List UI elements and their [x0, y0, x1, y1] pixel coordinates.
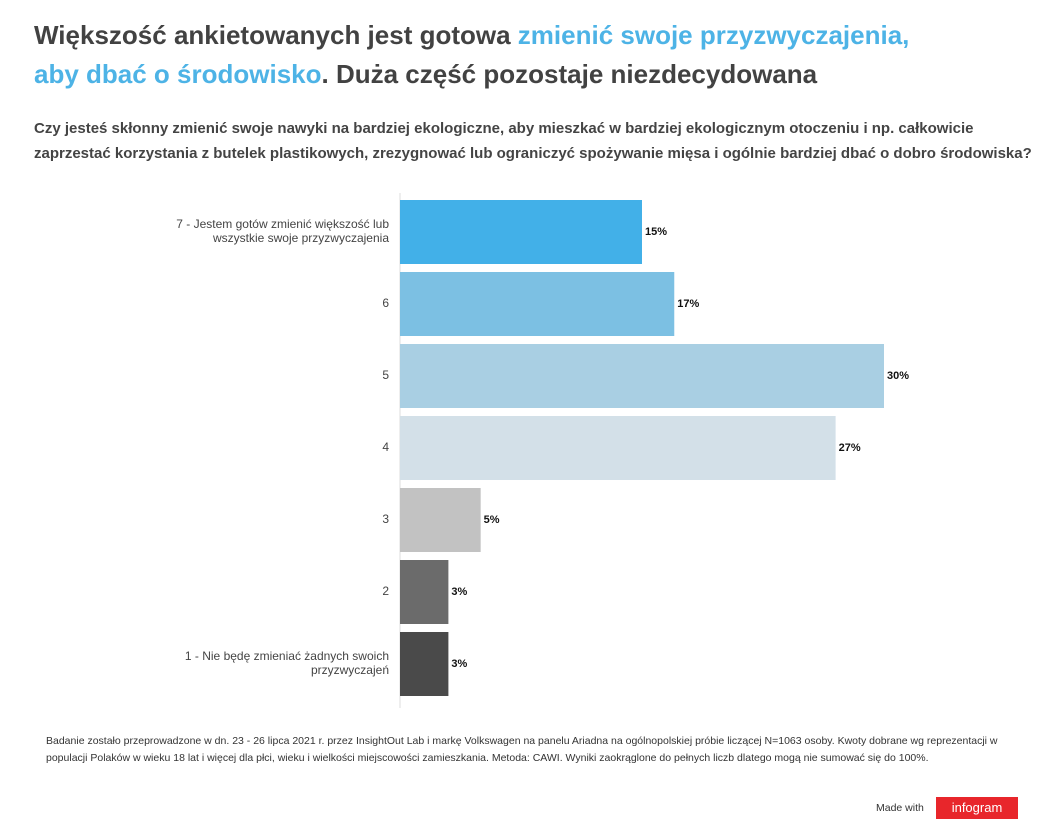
subtitle: Czy jesteś skłonny zmienić swoje nawyki …	[34, 120, 1032, 162]
category-label: 1 - Nie będę zmieniać żadnych swoich przy…	[185, 649, 389, 677]
title-part: zmienić swoje przyzwyczajenia,	[517, 20, 910, 50]
chart: 15% 7 - Jestem gotów zmienić większość lu…	[176, 193, 909, 708]
category-label: 7 - Jestem gotów zmienić większość lub ws…	[176, 217, 389, 245]
category-label: 4	[382, 440, 389, 454]
bar	[400, 200, 642, 264]
bar	[400, 272, 675, 336]
bar	[400, 488, 481, 552]
value-label: 3%	[451, 658, 467, 670]
category-label: 3	[382, 512, 389, 526]
title-part: aby dbać o środowisko	[34, 59, 322, 89]
brand-logo[interactable]: infogram	[936, 797, 1018, 819]
value-label: 27%	[839, 442, 861, 454]
bar	[400, 560, 449, 624]
value-label: 15%	[645, 226, 667, 238]
value-label: 5%	[484, 514, 500, 526]
footnote: Badanie zostało przeprowadzone w dn. 23 …	[46, 735, 998, 764]
title-part: . Duża część pozostaje niezdecydowana	[321, 59, 818, 89]
made-with: Made with	[876, 802, 924, 814]
bar	[400, 416, 836, 480]
bar	[400, 344, 884, 408]
value-label: 17%	[677, 298, 699, 310]
category-label: 2	[382, 584, 389, 598]
category-label: 6	[382, 296, 389, 310]
title-part: Większość ankietowanych jest gotowa	[34, 20, 518, 50]
category-label: 5	[382, 368, 389, 382]
chart-title: Większość ankietowanych jest gotowa zmie…	[34, 16, 909, 94]
value-label: 3%	[451, 586, 467, 598]
value-label: 30%	[887, 370, 909, 382]
bar	[400, 632, 449, 696]
